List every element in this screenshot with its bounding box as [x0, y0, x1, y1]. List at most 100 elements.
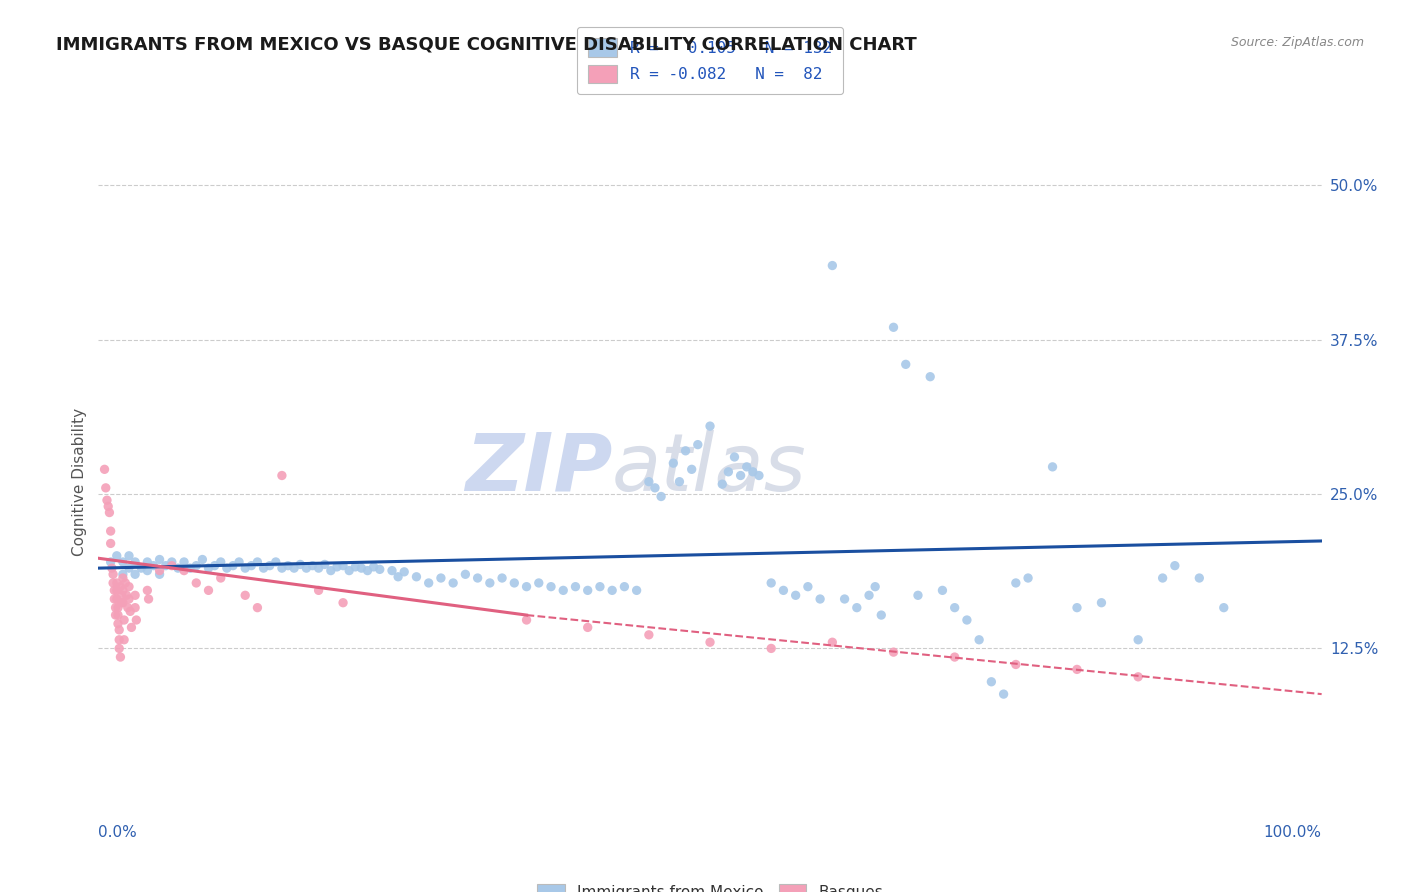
- Point: [94, 481, 117, 495]
- Point: [920, 369, 942, 384]
- Point: [967, 632, 990, 647]
- Point: [381, 564, 404, 578]
- Point: [124, 600, 146, 615]
- Point: [96, 493, 118, 508]
- Point: [308, 583, 330, 598]
- Point: [638, 475, 661, 489]
- Point: [467, 571, 489, 585]
- Point: [1066, 600, 1088, 615]
- Point: [110, 580, 132, 594]
- Point: [392, 565, 416, 579]
- Point: [290, 558, 312, 572]
- Point: [821, 635, 844, 649]
- Point: [104, 600, 127, 615]
- Point: [104, 608, 127, 623]
- Point: [1004, 576, 1026, 591]
- Point: [124, 567, 146, 582]
- Text: IMMIGRANTS FROM MEXICO VS BASQUE COGNITIVE DISABILITY CORRELATION CHART: IMMIGRANTS FROM MEXICO VS BASQUE COGNITI…: [56, 36, 917, 54]
- Point: [204, 558, 226, 573]
- Point: [107, 608, 129, 623]
- Point: [283, 561, 305, 575]
- Point: [222, 558, 245, 573]
- Point: [308, 561, 330, 575]
- Point: [160, 558, 183, 573]
- Point: [821, 259, 844, 273]
- Point: [270, 561, 294, 575]
- Point: [332, 558, 354, 573]
- Point: [118, 561, 141, 575]
- Point: [350, 561, 373, 575]
- Point: [155, 558, 177, 573]
- Point: [173, 555, 195, 569]
- Point: [576, 583, 599, 598]
- Point: [103, 583, 125, 598]
- Point: [149, 564, 172, 578]
- Point: [179, 561, 201, 575]
- Point: [699, 635, 721, 649]
- Point: [112, 613, 135, 627]
- Point: [228, 555, 250, 569]
- Point: [301, 558, 323, 573]
- Point: [553, 583, 575, 598]
- Point: [118, 592, 141, 607]
- Point: [124, 588, 146, 602]
- Point: [699, 419, 721, 434]
- Point: [100, 536, 122, 550]
- Point: [748, 468, 770, 483]
- Point: [540, 580, 562, 594]
- Point: [111, 567, 134, 582]
- Point: [761, 576, 783, 591]
- Point: [107, 600, 129, 615]
- Point: [527, 576, 550, 591]
- Point: [356, 564, 378, 578]
- Point: [277, 558, 299, 573]
- Point: [943, 600, 966, 615]
- Point: [1212, 600, 1234, 615]
- Point: [101, 567, 124, 582]
- Point: [644, 481, 666, 495]
- Point: [332, 596, 354, 610]
- Point: [118, 580, 141, 594]
- Point: [681, 462, 703, 476]
- Point: [114, 576, 136, 591]
- Point: [186, 576, 208, 591]
- Point: [100, 524, 122, 538]
- Point: [108, 623, 131, 637]
- Point: [107, 616, 129, 631]
- Point: [101, 576, 124, 591]
- Point: [142, 558, 165, 573]
- Point: [870, 608, 893, 623]
- Y-axis label: Cognitive Disability: Cognitive Disability: [72, 408, 87, 556]
- Point: [1164, 558, 1187, 573]
- Point: [741, 465, 763, 479]
- Legend: Immigrants from Mexico, Basques: Immigrants from Mexico, Basques: [530, 876, 890, 892]
- Point: [1128, 632, 1150, 647]
- Point: [108, 632, 131, 647]
- Point: [252, 561, 274, 575]
- Point: [111, 596, 134, 610]
- Point: [111, 583, 134, 598]
- Point: [197, 561, 219, 575]
- Point: [772, 583, 794, 598]
- Point: [136, 583, 159, 598]
- Point: [576, 620, 599, 634]
- Point: [834, 592, 856, 607]
- Point: [491, 571, 513, 585]
- Point: [993, 687, 1015, 701]
- Point: [650, 490, 672, 504]
- Point: [1017, 571, 1039, 585]
- Point: [215, 561, 238, 575]
- Point: [233, 561, 256, 575]
- Point: [894, 357, 917, 371]
- Point: [613, 580, 636, 594]
- Point: [668, 475, 690, 489]
- Point: [259, 558, 281, 573]
- Point: [120, 604, 142, 618]
- Point: [264, 555, 287, 569]
- Point: [441, 576, 464, 591]
- Point: [785, 588, 807, 602]
- Point: [980, 674, 1002, 689]
- Point: [858, 588, 880, 602]
- Point: [405, 570, 427, 584]
- Point: [387, 570, 409, 584]
